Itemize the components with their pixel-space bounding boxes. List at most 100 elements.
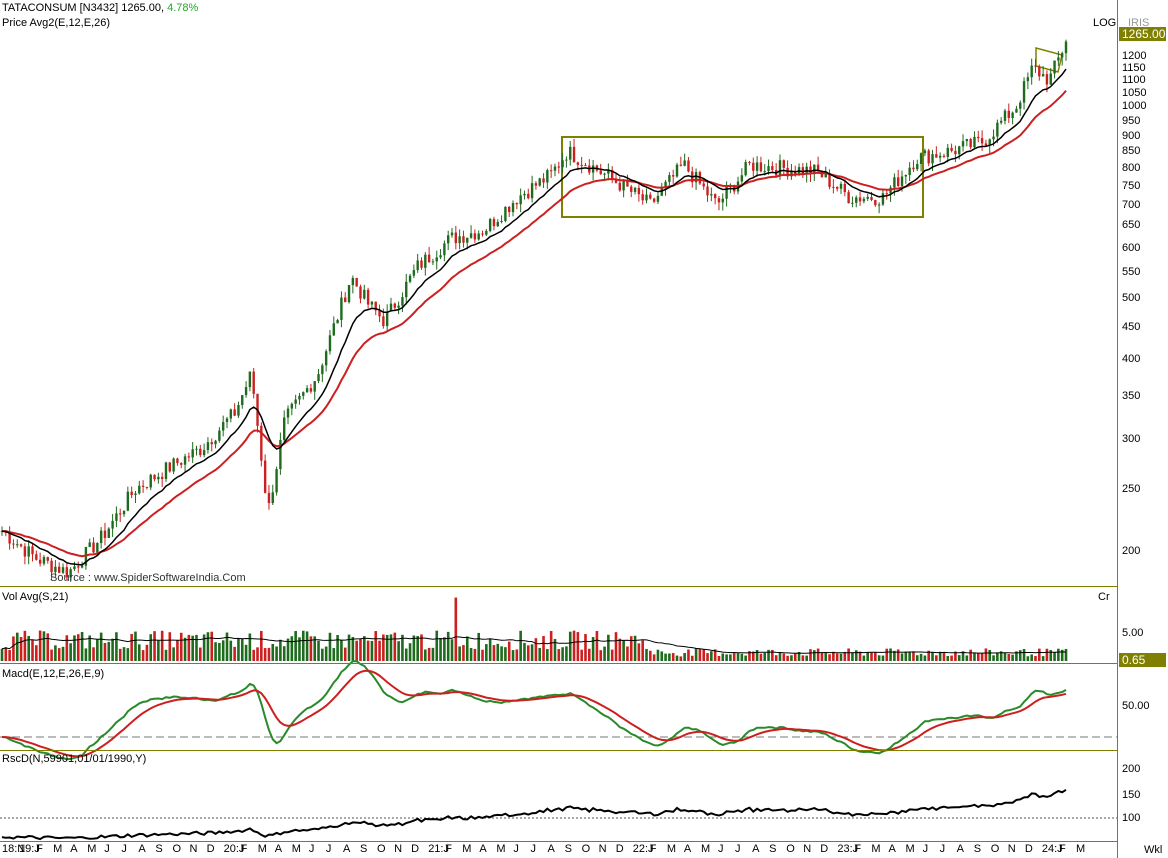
candle-body bbox=[1034, 65, 1037, 67]
candle-body bbox=[366, 289, 370, 305]
volume-bar bbox=[599, 650, 603, 661]
candle-body bbox=[210, 442, 213, 445]
time-tick: M bbox=[53, 843, 63, 855]
time-tick: M bbox=[1076, 843, 1086, 855]
volume-bar bbox=[763, 652, 767, 661]
volume-bar bbox=[96, 639, 99, 661]
volume-bar bbox=[42, 631, 46, 661]
candle-body bbox=[324, 351, 328, 366]
volume-bar bbox=[744, 655, 747, 661]
volume-bar bbox=[57, 648, 61, 661]
price-tick: 400 bbox=[1122, 353, 1141, 366]
volume-bar bbox=[793, 653, 797, 661]
time-tick: J bbox=[718, 843, 724, 855]
volume-bar bbox=[301, 630, 305, 661]
candle-body bbox=[790, 170, 793, 177]
volume-bar bbox=[385, 634, 389, 661]
volume-bar bbox=[473, 648, 477, 661]
price-tick: 600 bbox=[1122, 241, 1141, 254]
volume-bar bbox=[271, 643, 275, 661]
candle-body bbox=[149, 474, 152, 488]
volume-bar bbox=[111, 638, 114, 661]
candle-body bbox=[183, 456, 187, 465]
volume-bar bbox=[8, 649, 11, 661]
volume-bar bbox=[218, 642, 221, 661]
volume-bar bbox=[408, 643, 412, 661]
volume-bar bbox=[160, 630, 164, 661]
candle-body bbox=[702, 183, 705, 187]
time-tick: M bbox=[496, 843, 506, 855]
macd-signal-line bbox=[1, 669, 1067, 758]
volume-bar bbox=[912, 651, 915, 661]
volume-bar bbox=[424, 649, 427, 661]
candle-body bbox=[313, 381, 316, 392]
time-tick: A bbox=[70, 843, 78, 855]
volume-bar bbox=[84, 648, 88, 661]
candle-body bbox=[725, 186, 728, 199]
volume-bar bbox=[172, 647, 175, 661]
candle-body bbox=[187, 456, 191, 458]
volume-bar bbox=[690, 655, 694, 661]
candle-body bbox=[671, 175, 675, 177]
volume-bar bbox=[88, 635, 92, 661]
candle-body bbox=[427, 254, 431, 263]
candle-body bbox=[286, 408, 290, 418]
volume-bar bbox=[1053, 652, 1056, 661]
volume-bar bbox=[187, 634, 191, 661]
time-tick: 24:J bbox=[1041, 843, 1063, 855]
symbol-name: TATACONSUM [N3432] bbox=[2, 2, 119, 14]
candle-body bbox=[607, 170, 610, 174]
candle-body bbox=[416, 260, 419, 271]
candle-body bbox=[668, 175, 671, 182]
time-tick: 20:J bbox=[223, 843, 245, 855]
price-tick: 300 bbox=[1122, 432, 1141, 445]
candle-body bbox=[103, 530, 107, 538]
time-tick: M bbox=[291, 843, 301, 855]
price-tick: 200 bbox=[1122, 544, 1141, 557]
candle-body bbox=[164, 462, 168, 479]
candle-body bbox=[298, 395, 301, 400]
candle-body bbox=[847, 192, 850, 204]
volume-bar bbox=[0, 648, 4, 661]
volume-bar bbox=[309, 636, 313, 661]
brand-label: IRIS bbox=[1128, 17, 1150, 29]
period-label[interactable]: Wkl bbox=[1144, 844, 1163, 856]
volume-bar bbox=[27, 635, 30, 661]
volume-bar bbox=[614, 632, 618, 661]
candle-body bbox=[614, 178, 618, 183]
candle-body bbox=[839, 183, 843, 189]
candle-body bbox=[988, 139, 991, 146]
volume-bar bbox=[164, 649, 168, 661]
volume-bar bbox=[534, 638, 538, 661]
candle-body bbox=[999, 120, 1003, 123]
volume-bar bbox=[1011, 654, 1014, 661]
candle-body bbox=[370, 301, 374, 305]
candle-body bbox=[519, 195, 522, 205]
volume-bar bbox=[1049, 650, 1053, 661]
volume-bar bbox=[679, 656, 683, 661]
volume-bar bbox=[115, 632, 118, 661]
candle-body bbox=[633, 187, 637, 192]
volume-bar bbox=[1015, 651, 1018, 661]
candle-body bbox=[347, 285, 351, 303]
candle-body bbox=[195, 448, 198, 450]
volume-bar bbox=[118, 648, 122, 661]
volume-bar bbox=[1030, 654, 1033, 661]
log-label[interactable]: LOG bbox=[1093, 17, 1117, 29]
consolidation-box bbox=[561, 136, 924, 218]
candle-body bbox=[321, 365, 324, 375]
candle-body bbox=[694, 172, 698, 183]
time-tick: N bbox=[803, 843, 812, 855]
candle-body bbox=[65, 567, 69, 578]
candle-body bbox=[397, 305, 400, 308]
volume-bar bbox=[4, 647, 8, 661]
candle-body bbox=[977, 136, 980, 139]
volume-bar bbox=[530, 644, 534, 661]
volume-bar bbox=[149, 634, 153, 661]
volume-bar bbox=[1064, 648, 1068, 661]
volume-bar bbox=[130, 633, 133, 661]
volume-bar bbox=[267, 647, 271, 661]
candle-body bbox=[767, 166, 770, 172]
candle-body bbox=[385, 311, 389, 327]
candle-body bbox=[54, 566, 57, 573]
